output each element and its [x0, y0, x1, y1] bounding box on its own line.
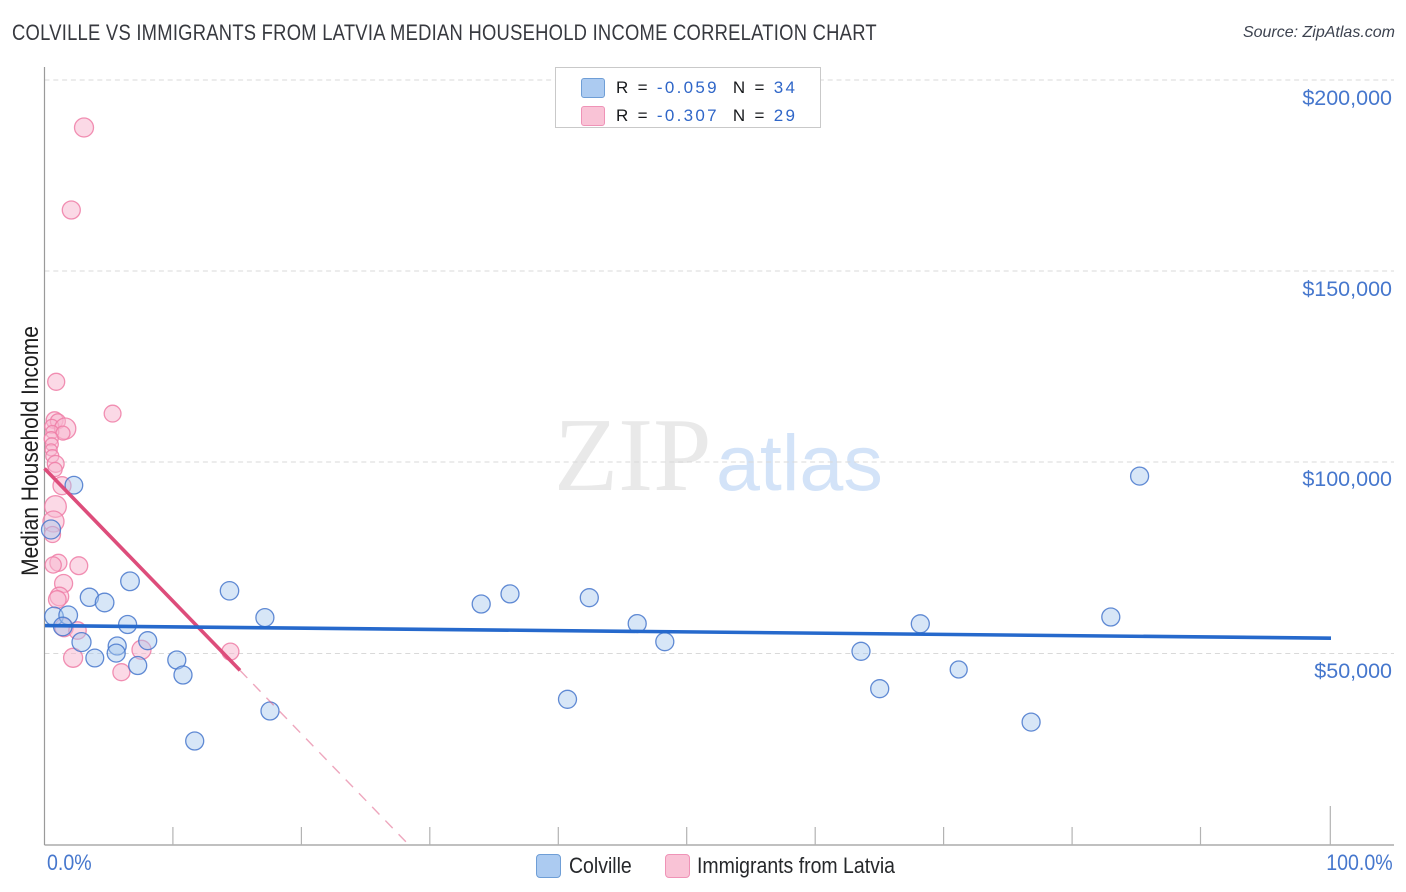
svg-text:ZIP: ZIP [554, 396, 712, 513]
